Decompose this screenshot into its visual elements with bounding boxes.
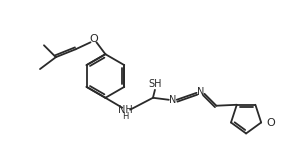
Text: O: O	[89, 34, 98, 44]
Text: N: N	[197, 87, 204, 97]
Text: SH: SH	[148, 79, 162, 89]
Text: H: H	[122, 112, 128, 121]
Text: N: N	[169, 95, 176, 105]
Text: O: O	[266, 117, 275, 127]
Text: NH: NH	[118, 105, 133, 115]
